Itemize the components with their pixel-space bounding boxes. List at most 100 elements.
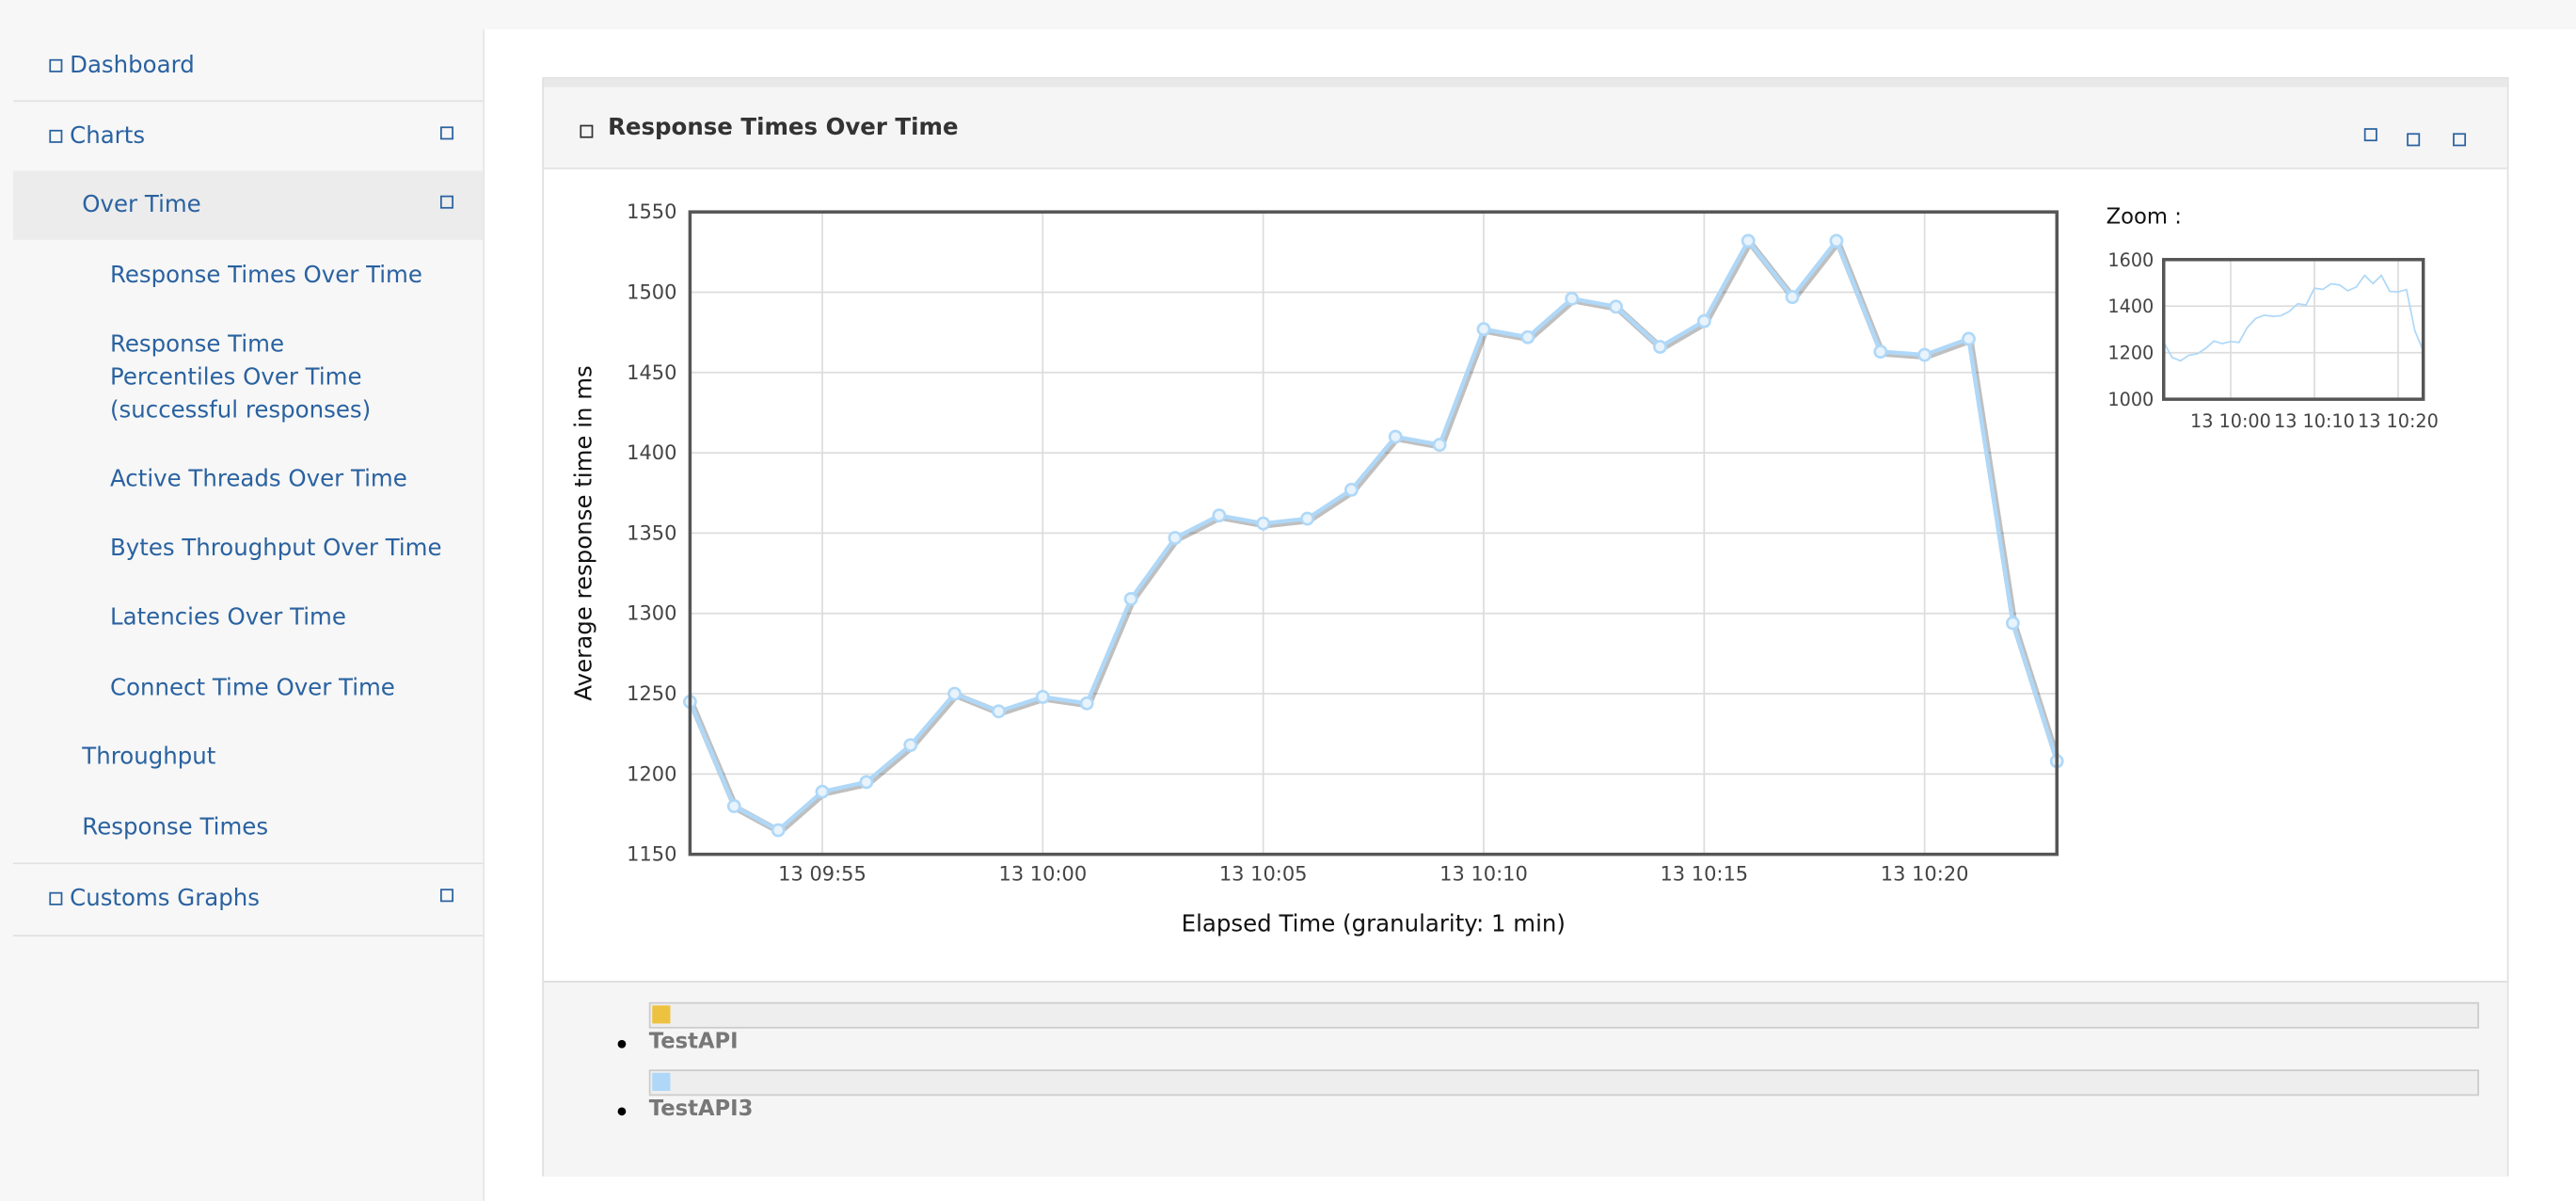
y-tick-label: 1200: [627, 762, 676, 785]
panel-title: Response Times Over Time: [608, 115, 959, 142]
x-tick-label: 13 09:55: [778, 863, 867, 886]
nav-item[interactable]: Charts: [13, 120, 519, 152]
icon: [439, 889, 453, 903]
main: Response Times Over Time 1150 1200 1250 130…: [485, 29, 2576, 1201]
point: [1565, 291, 1580, 306]
panel: Response Times Over Time 1150 1200 1250 130…: [542, 77, 2509, 1177]
legend: TestAPI TestAPI3: [543, 981, 2507, 1177]
point: [1432, 438, 1447, 452]
point: [947, 686, 962, 701]
legend-swatch-box[interactable]: [648, 1001, 2480, 1029]
separator: [12, 862, 484, 865]
plot-border: [688, 210, 2059, 857]
point: [771, 823, 786, 838]
point: [1829, 233, 1844, 248]
point: [1785, 290, 1800, 305]
icon: [49, 891, 63, 905]
icon: [49, 129, 63, 143]
point: [992, 704, 1006, 719]
series-line: [2162, 274, 2425, 362]
x-tick-label: 13 10:00: [999, 863, 1088, 886]
legend-label[interactable]: TestAPI: [648, 1030, 739, 1055]
zoom-label: Zoom :: [2107, 204, 2182, 229]
nav-label: Customs Graphs: [70, 885, 261, 912]
nav-label: Response Time Percentiles Over Time (suc…: [109, 331, 372, 424]
point: [1741, 233, 1756, 248]
x-tick-label: 13 10:00: [2190, 410, 2271, 432]
point: [1168, 531, 1183, 545]
plot-border: [2161, 258, 2425, 401]
y-tick-label: 1600: [2107, 249, 2154, 271]
point: [903, 738, 918, 753]
nav-label: Over Time: [82, 192, 201, 219]
separator: [12, 100, 484, 103]
x-tick-label: 13 10:20: [1881, 863, 1969, 886]
highlight: [12, 170, 484, 240]
point: [1653, 340, 1667, 354]
point: [1256, 516, 1271, 531]
y-tick-label: 1500: [627, 280, 676, 303]
line-shadow: [688, 235, 2062, 837]
point: [2005, 616, 2020, 631]
y-axis-label: Average response time in ms: [570, 365, 597, 700]
sidebar: Dashboard Charts Over Time Response Time…: [12, 29, 485, 1201]
x-tick-label: 13 10:20: [2358, 410, 2439, 432]
legend-label[interactable]: TestAPI3: [648, 1097, 754, 1123]
point: [859, 775, 874, 790]
nav-item[interactable]: Active Threads Over Time: [13, 463, 580, 496]
icon: [580, 124, 594, 138]
y-tick-label: 1150: [627, 843, 676, 866]
nav-label: Bytes Throughput Over Time: [109, 536, 442, 562]
legend-swatch-box[interactable]: [648, 1069, 2480, 1097]
point: [1609, 299, 1624, 314]
point: [1520, 329, 1535, 344]
y-tick-label: 1250: [627, 682, 676, 705]
icon[interactable]: [2453, 133, 2467, 147]
nav-label: Response Times Over Time: [109, 263, 422, 290]
x-tick-label: 13 10:10: [1439, 863, 1528, 886]
nav-item[interactable]: Customs Graphs: [13, 882, 519, 915]
point: [1388, 429, 1403, 444]
bullet: [617, 1107, 627, 1116]
y-tick-label: 1400: [2107, 296, 2154, 317]
point: [1212, 508, 1227, 523]
separator: [12, 935, 484, 937]
y-tick-label: 1400: [627, 441, 676, 464]
nav-item[interactable]: Response Times: [13, 811, 552, 844]
point: [1962, 331, 1976, 346]
series-line: [688, 236, 2059, 833]
nav-label: Latencies Over Time: [109, 604, 346, 632]
nav-item[interactable]: Dashboard: [13, 49, 519, 82]
point: [726, 799, 741, 813]
point: [815, 784, 830, 799]
nav-item[interactable]: Response Time Percentiles Over Time (suc…: [13, 328, 405, 427]
nav-item[interactable]: Throughput: [13, 741, 552, 774]
icon[interactable]: [2363, 128, 2377, 142]
nav-label: Connect Time Over Time: [109, 675, 395, 702]
point: [1300, 511, 1314, 526]
nav-item[interactable]: Over Time: [13, 189, 552, 222]
y-tick-label: 1450: [627, 361, 676, 384]
nav-item[interactable]: Latencies Over Time: [13, 601, 580, 634]
legend-swatch: [652, 1072, 671, 1092]
point: [1035, 690, 1050, 704]
icon[interactable]: [2407, 133, 2421, 147]
y-tick-label: 1350: [627, 521, 676, 544]
x-axis-label: Elapsed Time (granularity: 1 min): [1182, 910, 1566, 937]
y-tick-label: 1300: [627, 602, 676, 625]
nav-item[interactable]: Bytes Throughput Over Time: [13, 533, 580, 566]
nav-label: Charts: [70, 122, 146, 150]
point: [1344, 482, 1359, 497]
y-tick-label: 1200: [2107, 343, 2154, 364]
icon: [439, 195, 453, 209]
chart: 1150 1200 1250 1300 1350 1400 1450 1500 1550 13 0…: [570, 200, 2439, 937]
point: [1476, 322, 1491, 337]
x-tick-label: 13 10:15: [1660, 863, 1748, 886]
nav-label: Active Threads Over Time: [109, 466, 407, 493]
y-tick-label: 1550: [627, 200, 676, 223]
nav-item[interactable]: Response Times Over Time: [13, 260, 580, 293]
nav-label: Response Times: [82, 814, 269, 841]
panel-header: Response Times Over Time: [543, 78, 2507, 169]
nav-item[interactable]: Connect Time Over Time: [13, 672, 580, 705]
